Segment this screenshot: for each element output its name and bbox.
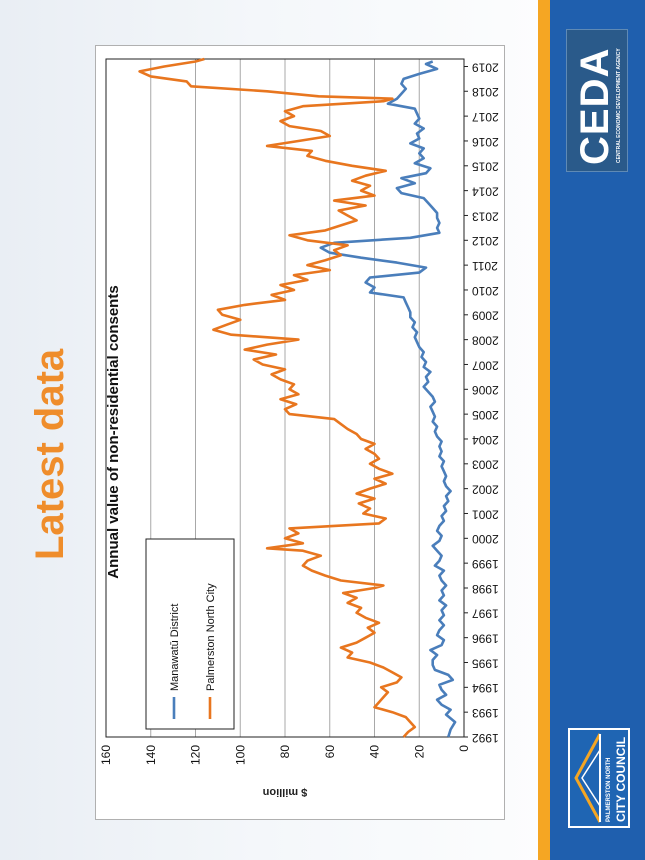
x-tick-label: 2011 — [472, 259, 498, 273]
legend-label: Manawatū District — [169, 604, 181, 691]
y-axis-label: $ million — [262, 786, 307, 798]
legend-label: Palmerston North City — [205, 583, 217, 691]
series-line-1 — [319, 60, 457, 738]
chart-frame: Annual value of non-residential consents… — [95, 45, 505, 820]
pncc-logo-line1: PALMERSTON NORTH — [606, 757, 612, 822]
y-tick-label: 120 — [189, 745, 203, 765]
x-tick-label: 1997 — [472, 607, 499, 621]
x-tick-label: 1993 — [472, 706, 499, 720]
ceda-logo: CEDA CENTRAL ECONOMIC DEVELOPMENT AGENCY — [566, 29, 628, 172]
x-tick-label: 2006 — [472, 383, 499, 397]
y-tick-label: 60 — [323, 745, 337, 759]
y-tick-label: 100 — [233, 745, 247, 765]
x-tick-label: 2009 — [472, 309, 499, 323]
x-tick-label: 2002 — [472, 482, 499, 496]
y-tick-label: 0 — [457, 745, 471, 752]
x-tick-label: 1998 — [472, 582, 499, 596]
x-tick-label: 2019 — [472, 60, 499, 74]
x-tick-label: 2005 — [472, 408, 499, 422]
x-tick-label: 1996 — [472, 631, 499, 645]
y-tick-label: 80 — [278, 745, 292, 759]
bridge-icon — [574, 733, 602, 823]
legend-box — [145, 538, 235, 730]
x-tick-label: 2001 — [472, 507, 499, 521]
pncc-logo-line2: CITY COUNCIL — [614, 736, 628, 822]
series-line-2 — [138, 57, 417, 738]
x-tick-label: 1994 — [472, 681, 499, 695]
legend: Manawatū District Palmerston North City — [145, 538, 235, 730]
x-tick-label: 2010 — [472, 284, 499, 298]
chart-title: Annual value of non-residential consents — [105, 285, 122, 578]
ceda-logo-text: CEDA — [573, 47, 617, 165]
y-tick-label: 140 — [144, 745, 158, 765]
x-tick-label: 1999 — [472, 557, 499, 571]
x-tick-label: 2012 — [472, 234, 499, 248]
pncc-logo: PALMERSTON NORTH CITY COUNCIL — [568, 728, 630, 828]
x-tick-label: 2004 — [472, 433, 499, 447]
x-tick-label: 2015 — [472, 160, 499, 174]
line-chart: Annual value of non-residential consents… — [99, 57, 499, 798]
x-tick-label: 2017 — [472, 110, 499, 124]
x-tick-label: 2018 — [472, 85, 499, 99]
x-tick-label: 2014 — [472, 184, 499, 198]
slide-title: Latest data — [28, 348, 72, 560]
x-tick-labels: 1992 1993 1994 1995 1996 1997 1998 1999 2000 2001… — [464, 60, 499, 745]
plot-area — [105, 58, 465, 738]
x-tick-label: 2013 — [472, 209, 499, 223]
orange-stripe — [538, 0, 550, 860]
x-tick-label: 2008 — [472, 333, 499, 347]
ceda-logo-subtitle: CENTRAL ECONOMIC DEVELOPMENT AGENCY — [616, 48, 622, 163]
x-tick-label: 2016 — [472, 135, 499, 149]
y-tick-label: 20 — [412, 745, 426, 759]
series-lines — [138, 57, 457, 738]
y-tick-labels: 0 20 40 60 80 100 120 140 160 — [99, 745, 471, 765]
x-tick-label: 1995 — [472, 656, 499, 670]
x-tick-label: 1992 — [472, 731, 499, 745]
x-tick-label: 2000 — [472, 532, 499, 546]
y-tick-label: 160 — [99, 745, 113, 765]
x-tick-label: 2007 — [472, 358, 499, 372]
y-tick-label: 40 — [368, 745, 382, 759]
x-tick-label: 2003 — [472, 458, 499, 472]
